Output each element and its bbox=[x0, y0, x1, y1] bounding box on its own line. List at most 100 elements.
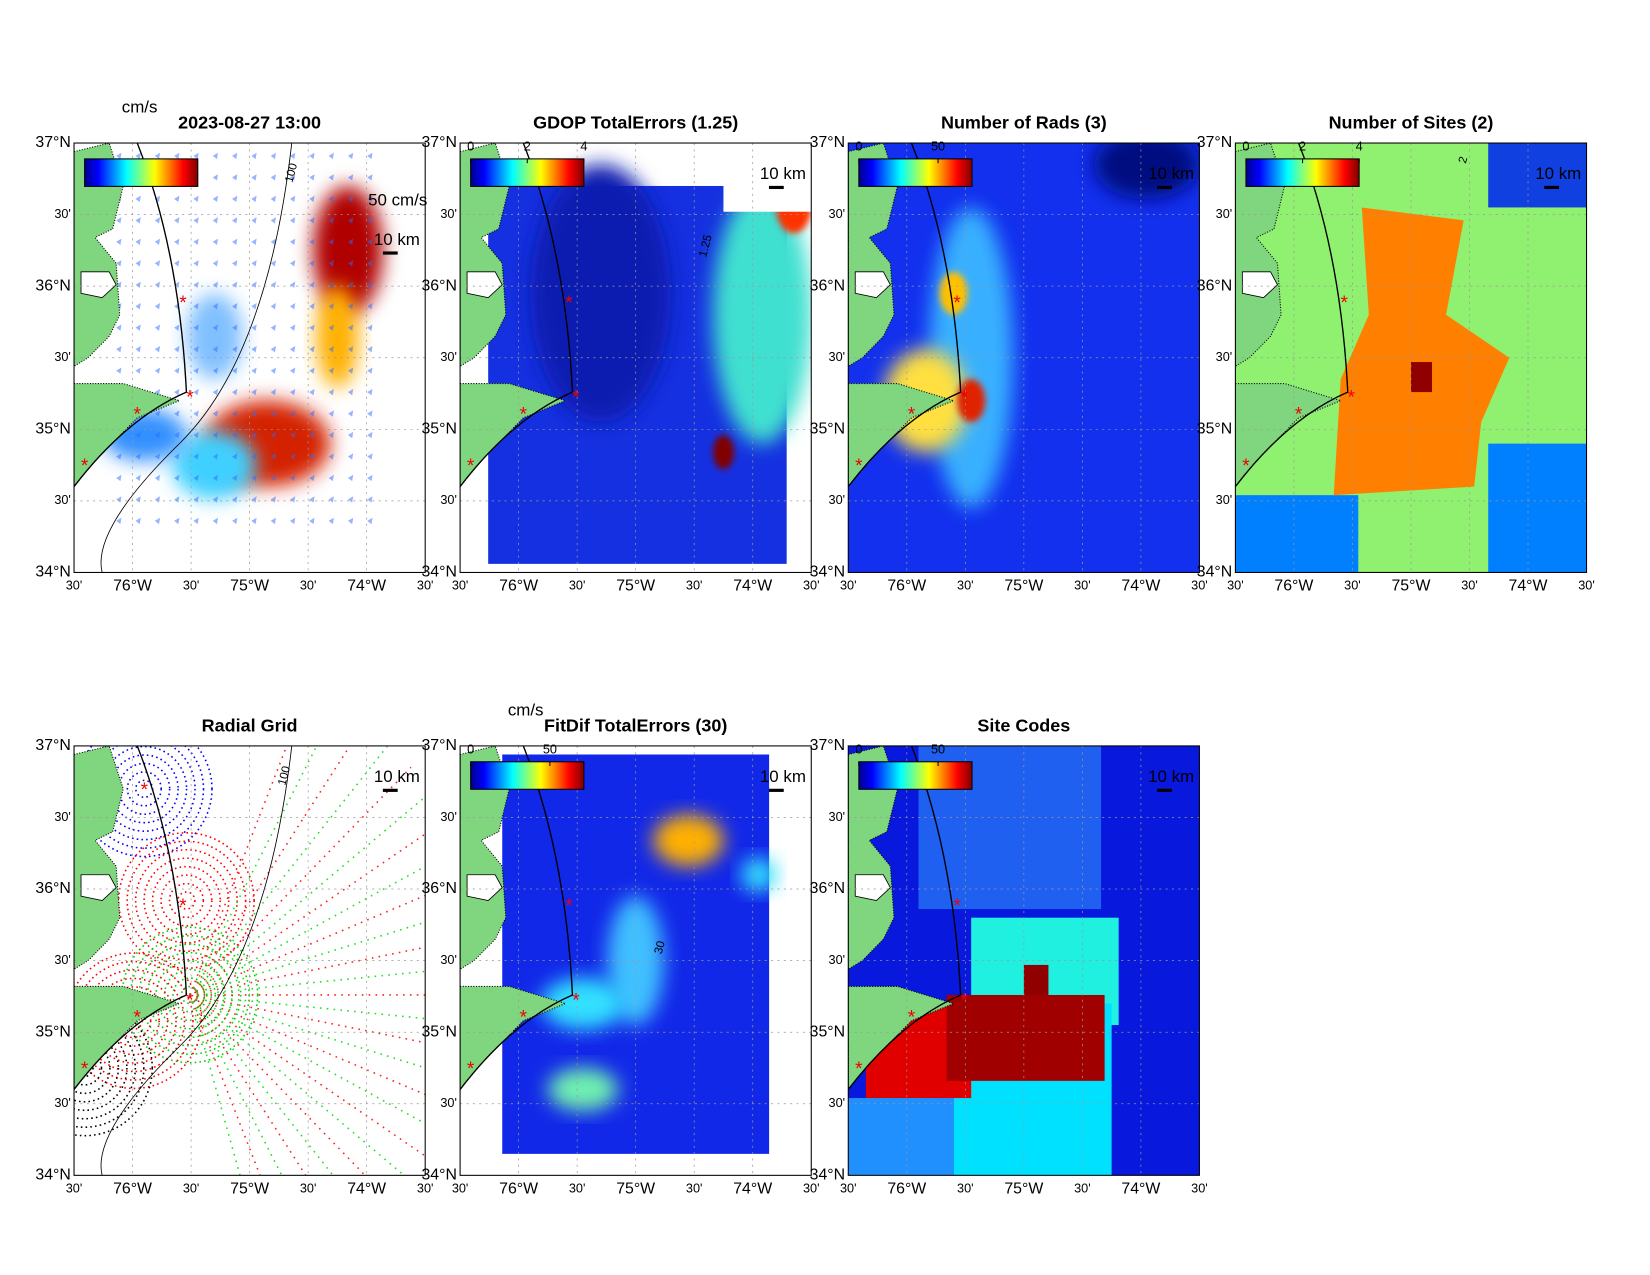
vector-arrow bbox=[289, 260, 296, 267]
vector-arrow bbox=[270, 474, 276, 482]
vector-scale-label: 50 cm/s bbox=[368, 191, 427, 210]
vector-arrow bbox=[116, 152, 122, 160]
site-marker: * bbox=[81, 456, 89, 477]
range-ring bbox=[101, 745, 188, 832]
vector-arrow bbox=[154, 217, 161, 224]
vector-arrow bbox=[347, 453, 354, 460]
vector-arrow bbox=[116, 367, 122, 374]
range-ring bbox=[82, 969, 186, 1073]
vector-arrow bbox=[212, 474, 219, 482]
vector-arrow bbox=[270, 410, 276, 417]
vector-arrow bbox=[116, 517, 122, 525]
vector-arrow bbox=[270, 195, 276, 203]
vector-arrow bbox=[212, 367, 219, 374]
field-patch bbox=[1488, 443, 1587, 573]
vector-arrow bbox=[154, 496, 161, 503]
vector-arrow bbox=[232, 324, 238, 331]
site-marker: * bbox=[960, 388, 968, 409]
vector-arrow bbox=[232, 217, 238, 224]
vector-arrow bbox=[367, 217, 373, 224]
range-ring bbox=[75, 745, 213, 858]
x-tick-label: 75°W bbox=[1004, 1180, 1043, 1197]
x-tick-label: 30' bbox=[803, 579, 820, 593]
field-patch bbox=[607, 896, 664, 1026]
vector-arrow bbox=[154, 388, 161, 396]
x-tick-label: 75°W bbox=[616, 1180, 655, 1197]
colorbar-tick-label: 0 bbox=[855, 743, 862, 757]
y-tick-label: 37°N bbox=[35, 737, 70, 754]
radial-ray bbox=[189, 994, 426, 1157]
vector-arrow bbox=[154, 367, 161, 374]
vector-arrow bbox=[251, 517, 257, 525]
vector-arrow bbox=[232, 345, 238, 353]
sound bbox=[854, 874, 891, 902]
panel-title: Site Codes bbox=[977, 716, 1070, 736]
vector-arrow bbox=[174, 217, 180, 224]
vector-arrow bbox=[135, 324, 141, 331]
vector-arrow bbox=[116, 217, 122, 224]
map-panel: *****37°N30'36°N30'35°N30'34°N30' 76°W 30'… bbox=[35, 716, 433, 1198]
x-tick-label: 74°W bbox=[733, 1180, 772, 1197]
colorbar-tick-label: 0 bbox=[467, 743, 474, 757]
vector-arrow bbox=[347, 367, 354, 374]
y-tick-label: 30' bbox=[440, 1096, 457, 1110]
vector-arrow bbox=[367, 345, 373, 353]
vector-arrow bbox=[328, 410, 334, 417]
colorbar bbox=[470, 158, 585, 187]
vector-arrow bbox=[174, 388, 180, 396]
vector-arrow bbox=[347, 238, 354, 245]
map-content: * * * * * bbox=[460, 143, 812, 573]
y-tick-label: 36°N bbox=[421, 277, 456, 294]
vector-arrow bbox=[251, 260, 257, 267]
x-tick-label: 76°W bbox=[113, 1180, 152, 1197]
vector-arrow bbox=[347, 217, 354, 224]
y-tick-label: 36°N bbox=[1197, 277, 1232, 294]
vector-arrow bbox=[193, 345, 199, 353]
vector-arrow bbox=[289, 281, 296, 288]
vector-arrow bbox=[193, 238, 199, 245]
scale-bar-label: 10 km bbox=[760, 767, 806, 786]
x-tick-label: 30' bbox=[803, 1181, 820, 1195]
vector-arrow bbox=[154, 517, 161, 525]
vector-arrow bbox=[309, 345, 315, 353]
vector-arrow bbox=[154, 324, 161, 331]
vector-arrow bbox=[193, 453, 199, 460]
field-patch bbox=[547, 1067, 619, 1111]
map-content: * * * * * bbox=[74, 143, 426, 573]
panel-title: Number of Rads (3) bbox=[941, 113, 1107, 133]
vector-arrow bbox=[367, 367, 373, 374]
field-patch bbox=[1333, 207, 1510, 496]
vector-arrow bbox=[367, 152, 373, 160]
site-marker: * bbox=[915, 177, 923, 198]
y-tick-label: 34°N bbox=[35, 1167, 70, 1184]
range-ring bbox=[168, 882, 205, 919]
map-panel: *****37°N30'36°N30'35°N30'34°N30' 76°W 30'… bbox=[810, 113, 1208, 595]
y-tick-label: 37°N bbox=[810, 134, 845, 151]
axes-frame bbox=[459, 745, 812, 1176]
range-ring bbox=[74, 952, 203, 1090]
range-ring bbox=[117, 832, 255, 969]
colorbar-tick-label: 50 bbox=[931, 743, 945, 757]
field-patch bbox=[172, 430, 257, 500]
panel-title: 2023-08-27 13:00 bbox=[178, 113, 321, 133]
vector-arrow bbox=[135, 367, 141, 374]
vector-arrow bbox=[193, 517, 199, 525]
vector-arrow bbox=[154, 260, 161, 267]
site-marker: * bbox=[527, 177, 535, 198]
vector-arrow bbox=[174, 517, 180, 525]
vector-arrow bbox=[328, 324, 334, 331]
x-tick-label: 30' bbox=[452, 1181, 469, 1195]
colorbar-tick-label: 0 bbox=[855, 140, 862, 154]
colorbar-tick-label: 50 bbox=[543, 743, 557, 757]
vector-arrow bbox=[367, 496, 373, 503]
vector-arrow bbox=[367, 303, 373, 310]
y-tick-label: 30' bbox=[829, 207, 846, 221]
x-tick-label: 30' bbox=[686, 1181, 703, 1195]
vector-arrow bbox=[193, 260, 199, 267]
radial-ray bbox=[189, 994, 367, 1176]
y-tick-label: 30' bbox=[1216, 493, 1233, 507]
vector-arrow bbox=[193, 388, 199, 396]
vector-arrow bbox=[328, 303, 334, 310]
colorbar-tick-label: 4 bbox=[580, 140, 587, 154]
vector-arrow bbox=[232, 303, 238, 310]
